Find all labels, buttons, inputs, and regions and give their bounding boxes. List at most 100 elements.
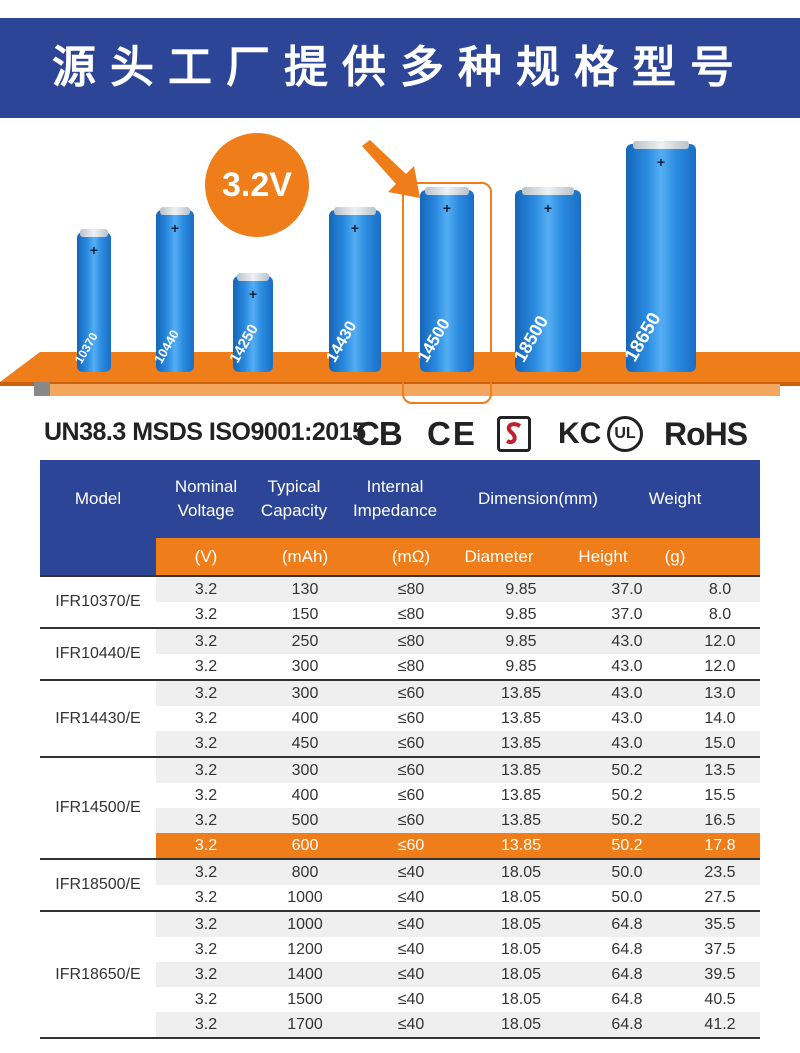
header-banner: 源头工厂提供多种规格型号 [0,0,800,120]
cell-diameter: 9.85 [505,581,537,598]
plus-sign-icon: + [89,242,99,258]
plus-sign-icon: + [248,286,258,302]
cell-capacity: 250 [291,633,319,650]
cell-weight: 8.0 [708,581,732,598]
battery-cell-18650: +18650 [621,141,696,372]
cell-height: 64.8 [611,941,643,958]
cell-impedance: ≤60 [397,762,425,779]
cell-capacity: 450 [291,735,319,752]
cell-capacity: 800 [291,864,319,881]
table-row: 3.2 150 ≤80 9.85 37.0 8.0 [156,602,760,627]
kc-logo: KC [558,417,602,450]
table-row: 3.2 400 ≤60 13.85 43.0 14.0 [156,706,760,731]
display-shelf [0,352,800,396]
cell-impedance: ≤80 [397,633,425,650]
cell-capacity: 400 [291,710,319,727]
cell-voltage: 3.2 [194,735,218,752]
battery-cell-10370: +10370 [72,229,111,372]
table-row: 3.2 130 ≤80 9.85 37.0 8.0 [156,577,760,602]
battery-model-label: 18650 [620,309,666,366]
cell-weight: 41.2 [704,1016,736,1033]
voltage-badge: 3.2V [205,133,309,237]
header-dimension: Dimension(mm) [478,489,598,508]
battery-terminal [425,187,469,195]
cell-weight: 16.5 [704,812,736,829]
cell-weight: 37.5 [704,941,736,958]
plus-sign-icon: + [442,200,452,216]
cell-diameter: 18.05 [500,991,542,1008]
cell-capacity: 1200 [287,941,323,958]
cell-weight: 17.8 [704,837,736,854]
product-stage: 3.2V +10370 +10440 +14250 +14430 +14500 +1850… [0,120,800,410]
battery-terminal [334,207,376,215]
cell-diameter: 9.85 [505,606,537,623]
banner-band [0,18,800,118]
cell-diameter: 18.05 [500,916,542,933]
cell-height: 43.0 [611,658,643,675]
cell-impedance: ≤60 [397,837,425,854]
model-group: IFR18650/E 3.2 1000 ≤40 18.05 64.8 35.5 3.2 1200… [40,910,760,1037]
cell-height: 43.0 [611,633,643,650]
battery-terminal [80,229,108,237]
battery-terminal [633,141,689,149]
cell-voltage: 3.2 [194,991,218,1008]
model-name: IFR10370/E [40,577,156,627]
table-row: 3.2 300 ≤60 13.85 43.0 13.0 [156,681,760,706]
cell-weight: 23.5 [704,864,736,881]
certifications-text: UN38.3 MSDS ISO9001:2015 [44,418,366,446]
cell-height: 43.0 [611,710,643,727]
cell-impedance: ≤60 [397,812,425,829]
ul-logo: UL [607,416,643,452]
battery-cell-18500: +18500 [510,187,581,372]
table-row: 3.2 1000 ≤40 18.05 64.8 35.5 [156,912,760,937]
cell-impedance: ≤80 [397,606,425,623]
s-mark-logo [497,416,531,452]
cell-voltage: 3.2 [194,916,218,933]
cell-height: 64.8 [611,966,643,983]
plus-sign-icon: + [170,220,180,236]
cell-voltage: 3.2 [194,710,218,727]
model-name: IFR14430/E [40,681,156,756]
cell-height: 43.0 [611,685,643,702]
spec-table: Model Nominal Voltage Typical Capacity I… [40,460,760,1039]
cell-weight: 35.5 [704,916,736,933]
battery-model-label: 10440 [151,327,183,366]
model-group: IFR10440/E 3.2 250 ≤80 9.85 43.0 12.0 3.2 300 ≤80… [40,627,760,679]
unit-height: Height [578,547,628,566]
cell-height: 43.0 [611,735,643,752]
cell-capacity: 130 [291,581,319,598]
cell-height: 37.0 [611,606,643,623]
cell-impedance: ≤60 [397,710,425,727]
header-voltage: Nominal Voltage [174,477,238,520]
battery-terminal [159,207,191,215]
battery-cell-14250: +14250 [226,273,273,372]
cell-weight: 40.5 [704,991,736,1008]
cell-impedance: ≤40 [397,991,425,1008]
cell-voltage: 3.2 [194,1016,218,1033]
model-group: IFR18500/E 3.2 800 ≤40 18.05 50.0 23.5 3.2 1000 ≤… [40,858,760,910]
model-group: IFR10370/E 3.2 130 ≤80 9.85 37.0 8.0 3.2 150 ≤80 9… [40,575,760,627]
table-header: Model Nominal Voltage Typical Capacity I… [40,460,760,575]
cell-height: 50.2 [611,812,643,829]
cell-voltage: 3.2 [194,658,218,675]
cell-height: 64.8 [611,1016,643,1033]
cell-voltage: 3.2 [194,889,218,906]
table-row: 3.2 600 ≤60 13.85 50.2 17.8 [156,833,760,858]
cell-impedance: ≤40 [397,1016,425,1033]
unit-voltage: (V) [194,547,218,566]
cell-capacity: 1400 [287,966,323,983]
cell-diameter: 13.85 [500,812,542,829]
cell-diameter: 13.85 [500,787,542,804]
cell-impedance: ≤40 [397,966,425,983]
cell-capacity: 1500 [287,991,323,1008]
cell-capacity: 300 [291,685,319,702]
table-row: 3.2 400 ≤60 13.85 50.2 15.5 [156,783,760,808]
cell-impedance: ≤60 [397,685,425,702]
cell-capacity: 300 [291,762,319,779]
cell-diameter: 9.85 [505,658,537,675]
cell-voltage: 3.2 [194,787,218,804]
cell-voltage: 3.2 [194,837,218,854]
banner-title: 源头工厂提供多种规格型号 [52,43,748,92]
cell-diameter: 18.05 [500,889,542,906]
cell-diameter: 13.85 [500,710,542,727]
